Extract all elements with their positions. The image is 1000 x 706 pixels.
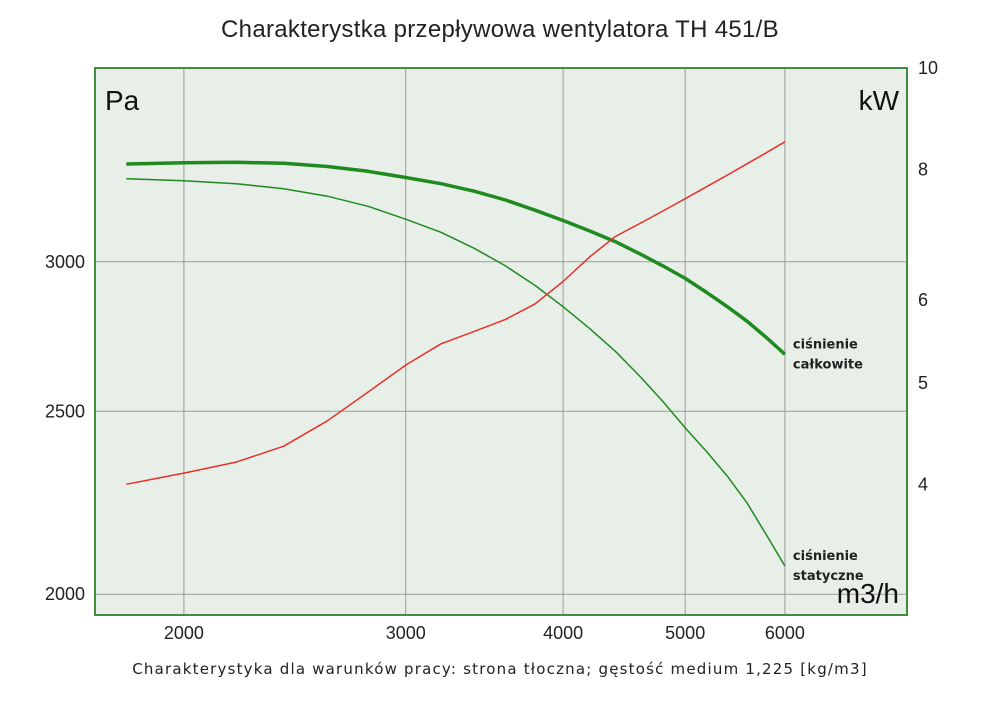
- x-tick-label: 4000: [543, 623, 583, 643]
- x-tick-label: 2000: [164, 623, 204, 643]
- y-right-tick-label: 4: [918, 474, 928, 494]
- unit-labels: Pa kW m3/h: [105, 85, 900, 609]
- series-layer: [126, 141, 787, 567]
- tick-labels: 2000 3000 4000 5000 6000 2000 2500 3000 4 5 6 8 10: [45, 58, 938, 643]
- y-right-tick-label: 5: [918, 373, 928, 393]
- x-tick-label: 6000: [765, 623, 805, 643]
- x-axis-unit: m3/h: [837, 578, 899, 609]
- series-static-pressure: [126, 177, 786, 567]
- chart-title: Charakterystka przepływowa wentylatora T…: [221, 16, 779, 43]
- curve-label: ciśnienie statyczne: [793, 549, 864, 584]
- chart-footnote: Charakterystyka dla warunków pracy: stro…: [132, 660, 868, 678]
- y-tick-label: 2500: [45, 401, 85, 421]
- grid: [95, 68, 907, 615]
- plot-frame: [94, 67, 908, 616]
- y-right-tick-label: 8: [918, 159, 928, 179]
- series-power: [126, 141, 786, 486]
- y-right-tick-label: 10: [918, 58, 938, 78]
- y-right-tick-label: 6: [918, 290, 928, 310]
- y-tick-label: 3000: [45, 252, 85, 272]
- curve-label: ciśnienie całkowite: [793, 337, 863, 372]
- x-tick-label: 5000: [665, 623, 705, 643]
- y-axis-unit: Pa: [105, 85, 140, 116]
- series-total-pressure: [126, 160, 787, 356]
- y-tick-label: 2000: [45, 584, 85, 604]
- y-right-axis-unit: kW: [859, 85, 900, 116]
- x-tick-label: 3000: [386, 623, 426, 643]
- curve-labels: ciśnienie całkowite ciśnienie statyczne: [793, 337, 864, 584]
